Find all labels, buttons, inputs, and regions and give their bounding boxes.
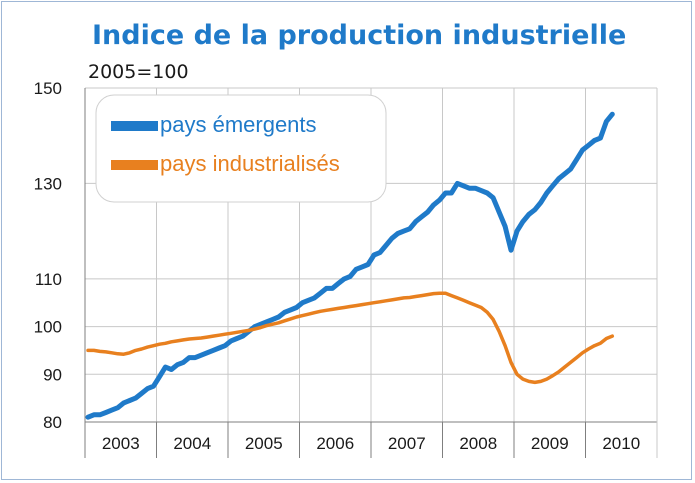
x-tick-label: 2009 [531, 434, 569, 453]
y-tick-label: 80 [43, 413, 62, 432]
x-tick-label: 2003 [102, 434, 140, 453]
y-tick-label: 110 [35, 270, 62, 289]
y-tick-label: 150 [34, 79, 62, 98]
legend-label-emerging: pays émergents [160, 112, 317, 137]
series-lines [85, 111, 615, 420]
legend: pays émergents pays industrialisés [95, 94, 387, 203]
legend-label-industrialized: pays industrialisés [160, 151, 340, 176]
legend-box [95, 94, 387, 203]
x-tick-label: 2005 [245, 434, 283, 453]
x-tick-label: 2006 [316, 434, 354, 453]
chart-subtitle: 2005=100 [88, 61, 189, 83]
series-line-emerging [85, 111, 615, 420]
legend-swatch-industrialized [111, 160, 158, 170]
chart-title: Indice de la production industrielle [92, 20, 627, 51]
axes: 80 90 100 110 130 150 2003 2004 2005 2006 2007 2008… [34, 79, 658, 458]
x-tick-label: 2010 [602, 434, 640, 453]
y-tick-label: 100 [34, 318, 62, 337]
x-tick-label: 2004 [173, 434, 211, 453]
y-tick-label: 130 [34, 174, 62, 193]
x-tick-label: 2007 [388, 434, 426, 453]
x-tick-label: 2008 [459, 434, 497, 453]
y-tick-label: 90 [43, 365, 62, 384]
legend-swatch-emerging [111, 121, 158, 131]
series-line-industrialized [86, 291, 615, 385]
